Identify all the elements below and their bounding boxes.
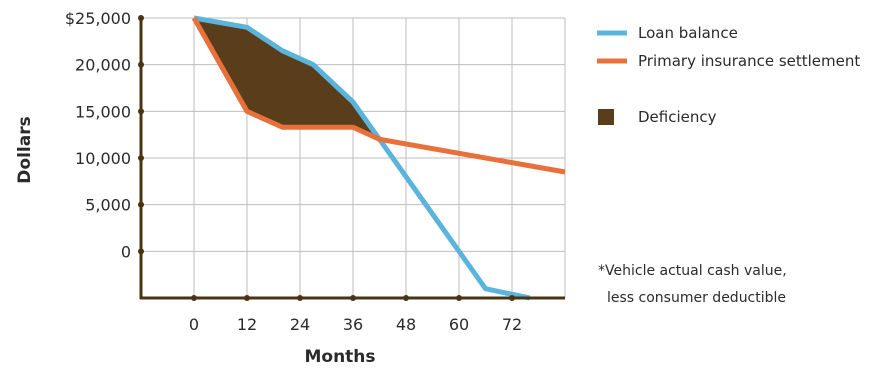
x-tick-label-5: 60 <box>449 315 469 334</box>
legend-label-insurance-settlement: Primary insurance settlement <box>638 52 860 70</box>
footnote-line-1: *Vehicle actual cash value, <box>598 263 787 279</box>
legend: Loan balance Primary insurance settlemen… <box>597 24 860 126</box>
footnote: *Vehicle actual cash value, less consume… <box>598 263 787 306</box>
deficiency-area-layer <box>194 18 380 140</box>
x-tick-mark-3 <box>350 295 356 301</box>
x-tick-mark-1 <box>244 295 250 301</box>
y-tick-mark-5 <box>138 15 144 21</box>
legend-label-loan-balance: Loan balance <box>638 24 738 42</box>
x-tick-label-2: 24 <box>290 315 310 334</box>
legend-swatch-deficiency <box>598 109 614 125</box>
y-tick-label-2: 10,000 <box>75 149 131 168</box>
series-lines <box>191 15 566 301</box>
x-tick-mark-6 <box>509 295 515 301</box>
grid <box>141 17 566 298</box>
series-line-loan-balance <box>193 15 531 301</box>
y-tick-label-5: $25,000 <box>65 9 131 28</box>
y-tick-label-1: 5,000 <box>85 196 131 215</box>
x-tick-label-1: 12 <box>237 315 257 334</box>
y-tick-mark-0 <box>138 248 144 255</box>
x-tick-mark-5 <box>456 295 462 301</box>
x-tick-mark-2 <box>297 295 303 301</box>
deficiency-area <box>194 18 380 140</box>
x-tick-label-0: 0 <box>189 315 199 334</box>
axes <box>138 15 565 301</box>
x-tick-label-3: 36 <box>343 315 363 334</box>
x-tick-label-4: 48 <box>396 315 416 334</box>
x-axis-title: Months <box>304 347 375 367</box>
x-tick-label-6: 72 <box>502 315 522 334</box>
x-tick-mark-0 <box>191 295 197 301</box>
series-line-insurance-settlement <box>191 16 566 175</box>
y-tick-mark-2 <box>138 155 144 161</box>
y-tick-label-0: 0 <box>121 242 131 261</box>
y-tick-mark-4 <box>138 61 144 68</box>
y-tick-mark-3 <box>138 108 144 115</box>
y-tick-label-4: 20,000 <box>75 56 131 75</box>
y-axis-title: Dollars <box>15 116 35 183</box>
legend-label-deficiency: Deficiency <box>638 108 717 126</box>
tick-labels: 0 12 24 36 48 60 72 0 5,000 10,000 15,000 20,000 $25… <box>65 9 522 334</box>
y-tick-label-3: 15,000 <box>75 102 131 121</box>
footnote-line-2: less consumer deductible <box>607 290 786 306</box>
y-tick-mark-1 <box>138 201 144 208</box>
x-tick-mark-4 <box>403 295 409 301</box>
